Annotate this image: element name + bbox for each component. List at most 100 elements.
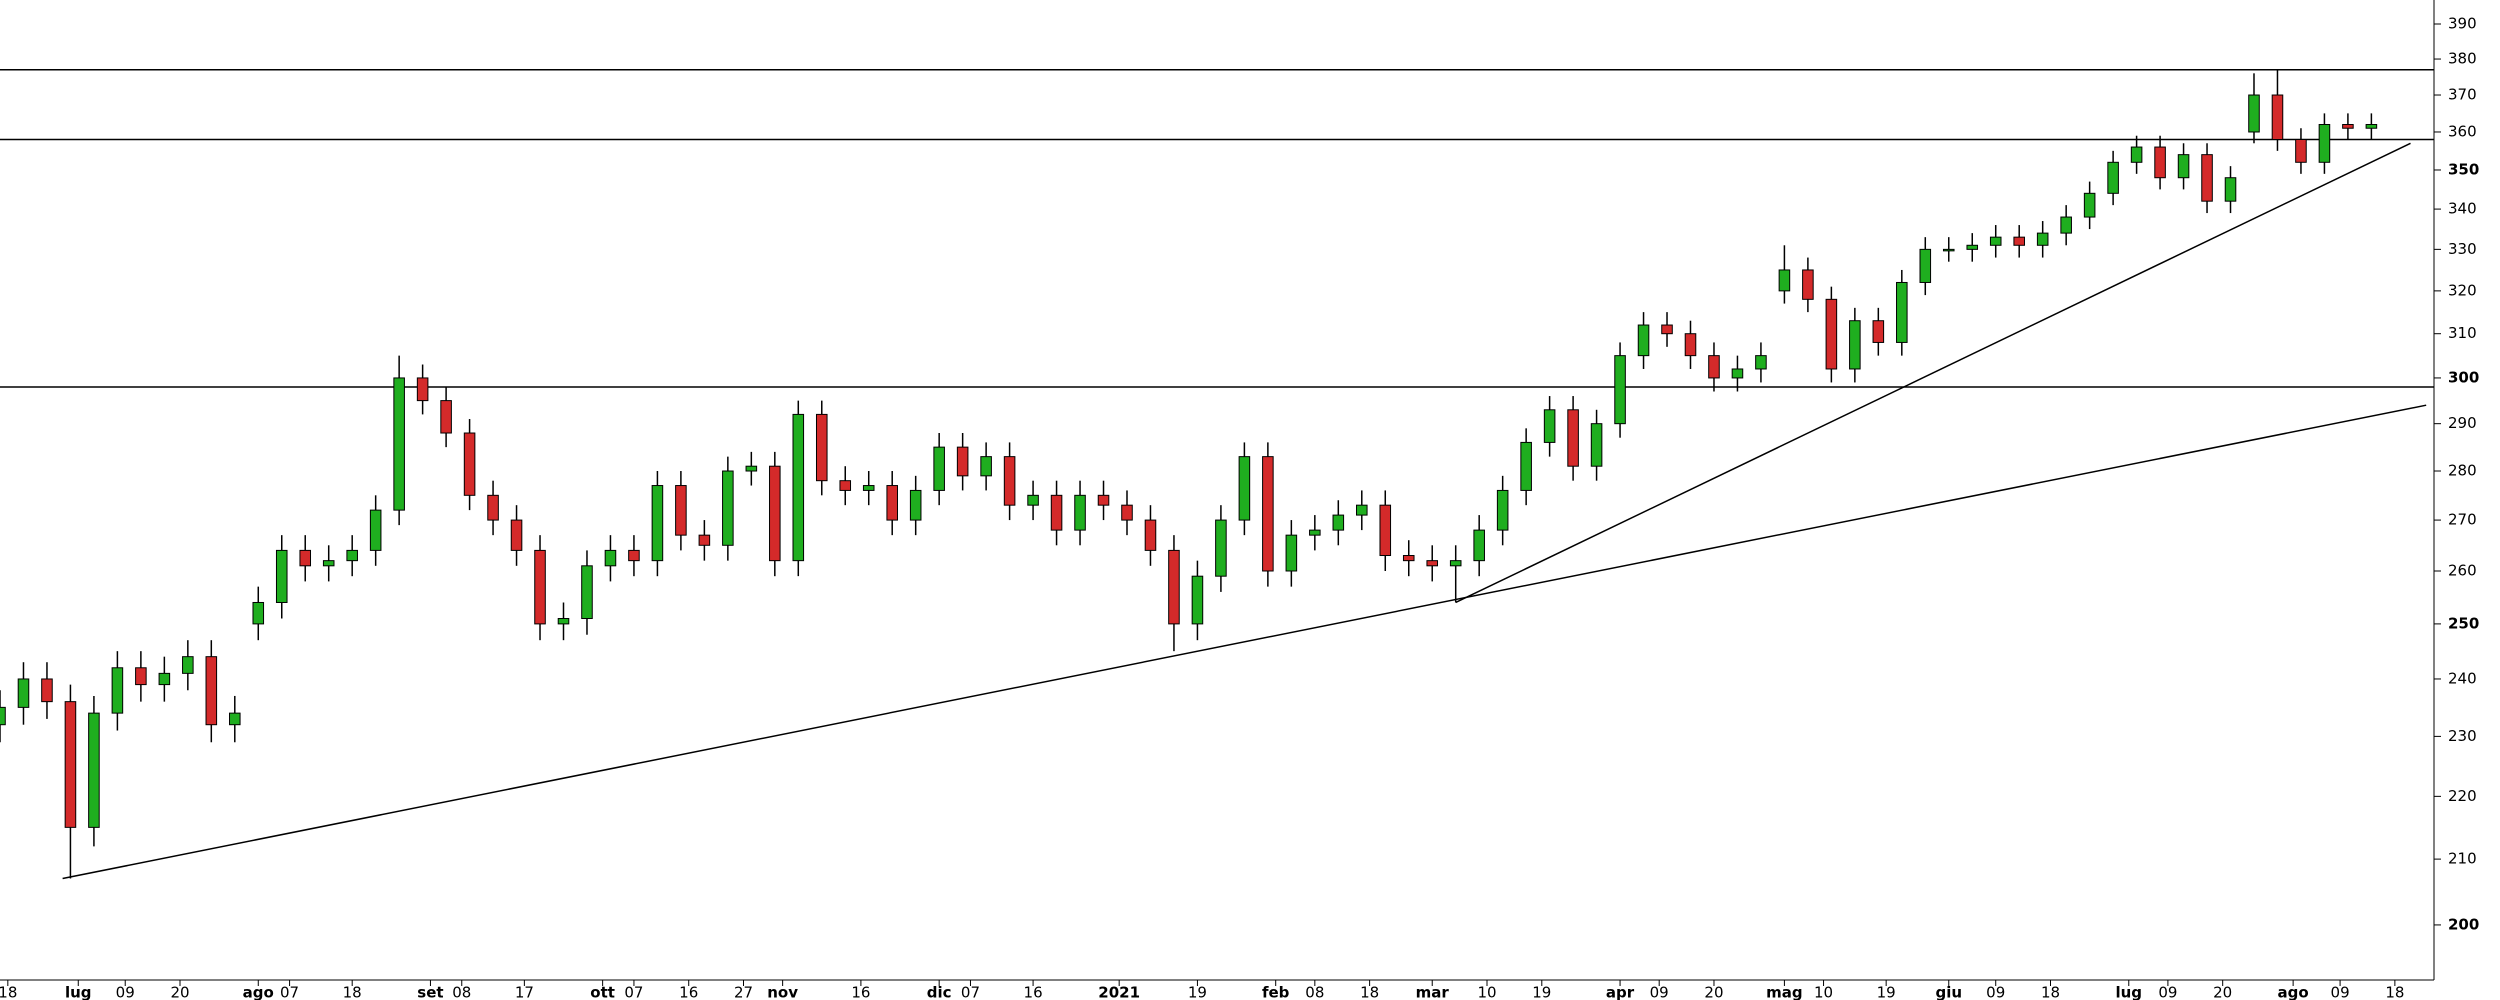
candle-body (1379, 504, 1392, 557)
y-tick-label: 280 (2448, 462, 2477, 480)
candle-body (2318, 124, 2331, 163)
y-tick-label: 240 (2448, 669, 2477, 687)
x-tick-label: mar (1416, 984, 1450, 1000)
y-tick-label: 230 (2448, 727, 2477, 745)
candle-body (510, 519, 523, 551)
candle-body (745, 465, 758, 472)
candle-body (1919, 248, 1932, 283)
x-tick-label: lug (65, 984, 92, 1000)
y-tick-label: 220 (2448, 787, 2477, 805)
candle-body (182, 656, 194, 674)
candle-body (41, 678, 53, 703)
y-tick-label: 360 (2448, 122, 2477, 140)
candle-body (2083, 192, 2096, 218)
x-tick-label: 08 (1305, 984, 1324, 1000)
x-tick-label: 18 (343, 984, 362, 1000)
candle-body (839, 480, 852, 491)
y-tick-label: 330 (2448, 240, 2477, 258)
x-tick-label: lug (2115, 984, 2142, 1000)
candle-body (1449, 560, 1462, 567)
candle-body (1614, 355, 1626, 425)
y-tick-label: 260 (2448, 561, 2477, 579)
x-tick-label: ott (590, 984, 615, 1000)
candle-body (581, 565, 593, 620)
trend-line (1455, 142, 2411, 604)
candle-body (1896, 281, 1908, 343)
x-tick-label: 20 (2213, 984, 2232, 1000)
candle-body (1144, 519, 1157, 551)
candle-body (2107, 161, 2119, 194)
x-tick-label: 07 (280, 984, 299, 1000)
candle-body (792, 413, 805, 562)
candle-body (1942, 248, 1955, 252)
candle-body (1849, 320, 1861, 370)
y-tick-label: 370 (2448, 86, 2477, 104)
x-tick-label: feb (1262, 984, 1290, 1000)
candle-body (88, 712, 100, 828)
y-tick-label: 310 (2448, 324, 2477, 342)
x-tick-label: 10 (1477, 984, 1496, 1000)
candle-body (1684, 333, 1697, 357)
candle-body (1426, 560, 1439, 567)
candle-body (1402, 555, 1415, 562)
candle-body (1496, 489, 1509, 531)
x-tick-label: 19 (1877, 984, 1896, 1000)
candle-body (1590, 423, 1603, 467)
candle-body (158, 672, 171, 686)
candle-body (1356, 504, 1368, 516)
candle-body (1520, 441, 1532, 491)
x-tick-label: 09 (2158, 984, 2177, 1000)
candle-body (769, 465, 781, 562)
candle-body (1825, 298, 1838, 370)
candle-body (2201, 154, 2213, 202)
candle-body (698, 534, 711, 546)
y-tick-label: 200 (2448, 915, 2479, 933)
candle-body (1473, 529, 1485, 562)
candle-body (2177, 154, 2190, 179)
candle-body (1050, 494, 1063, 531)
candle-body (1027, 494, 1039, 506)
candle-body (1121, 504, 1133, 521)
y-tick-label: 350 (2448, 160, 2479, 178)
candle-body (2154, 146, 2166, 179)
candle-body (205, 656, 218, 726)
candle-body (416, 377, 429, 402)
candle-body (17, 678, 30, 708)
candle-body (1262, 456, 1274, 572)
candle-body (299, 549, 312, 567)
candle-body (1191, 575, 1204, 625)
candle-body (0, 706, 6, 726)
candle-body (1731, 368, 1744, 379)
candle-body (111, 667, 124, 714)
candle-body (463, 432, 476, 496)
candle-body (2036, 232, 2049, 246)
candle-body (980, 456, 992, 477)
candle-body (815, 413, 828, 482)
candle-body (2224, 177, 2237, 202)
candle-body (628, 549, 640, 562)
candle-body (722, 470, 734, 546)
candle-body (1309, 529, 1321, 536)
candle-body (229, 712, 241, 726)
candle-body (2013, 236, 2025, 246)
candle-body (487, 494, 499, 521)
x-tick-label: 07 (961, 984, 980, 1000)
candle-body (1708, 355, 1720, 379)
candle-body (2295, 138, 2307, 163)
x-tick-label: apr (1606, 984, 1635, 1000)
x-tick-label: 16 (851, 984, 870, 1000)
x-tick-label: 2021 (1098, 984, 1140, 1000)
candle-body (64, 701, 77, 828)
candle-body (2365, 124, 2378, 129)
candle-body (1097, 494, 1110, 506)
candle-body (557, 618, 570, 625)
candle-body (252, 601, 265, 625)
candle-body (1285, 534, 1298, 572)
y-tick-label: 250 (2448, 614, 2479, 632)
x-tick-label: ago (243, 984, 274, 1000)
candle-body (369, 509, 382, 551)
x-tick-label: 17 (515, 984, 534, 1000)
candle-body (1567, 409, 1579, 467)
x-tick-label: ago (2278, 984, 2309, 1000)
x-tick-label: 09 (2331, 984, 2350, 1000)
